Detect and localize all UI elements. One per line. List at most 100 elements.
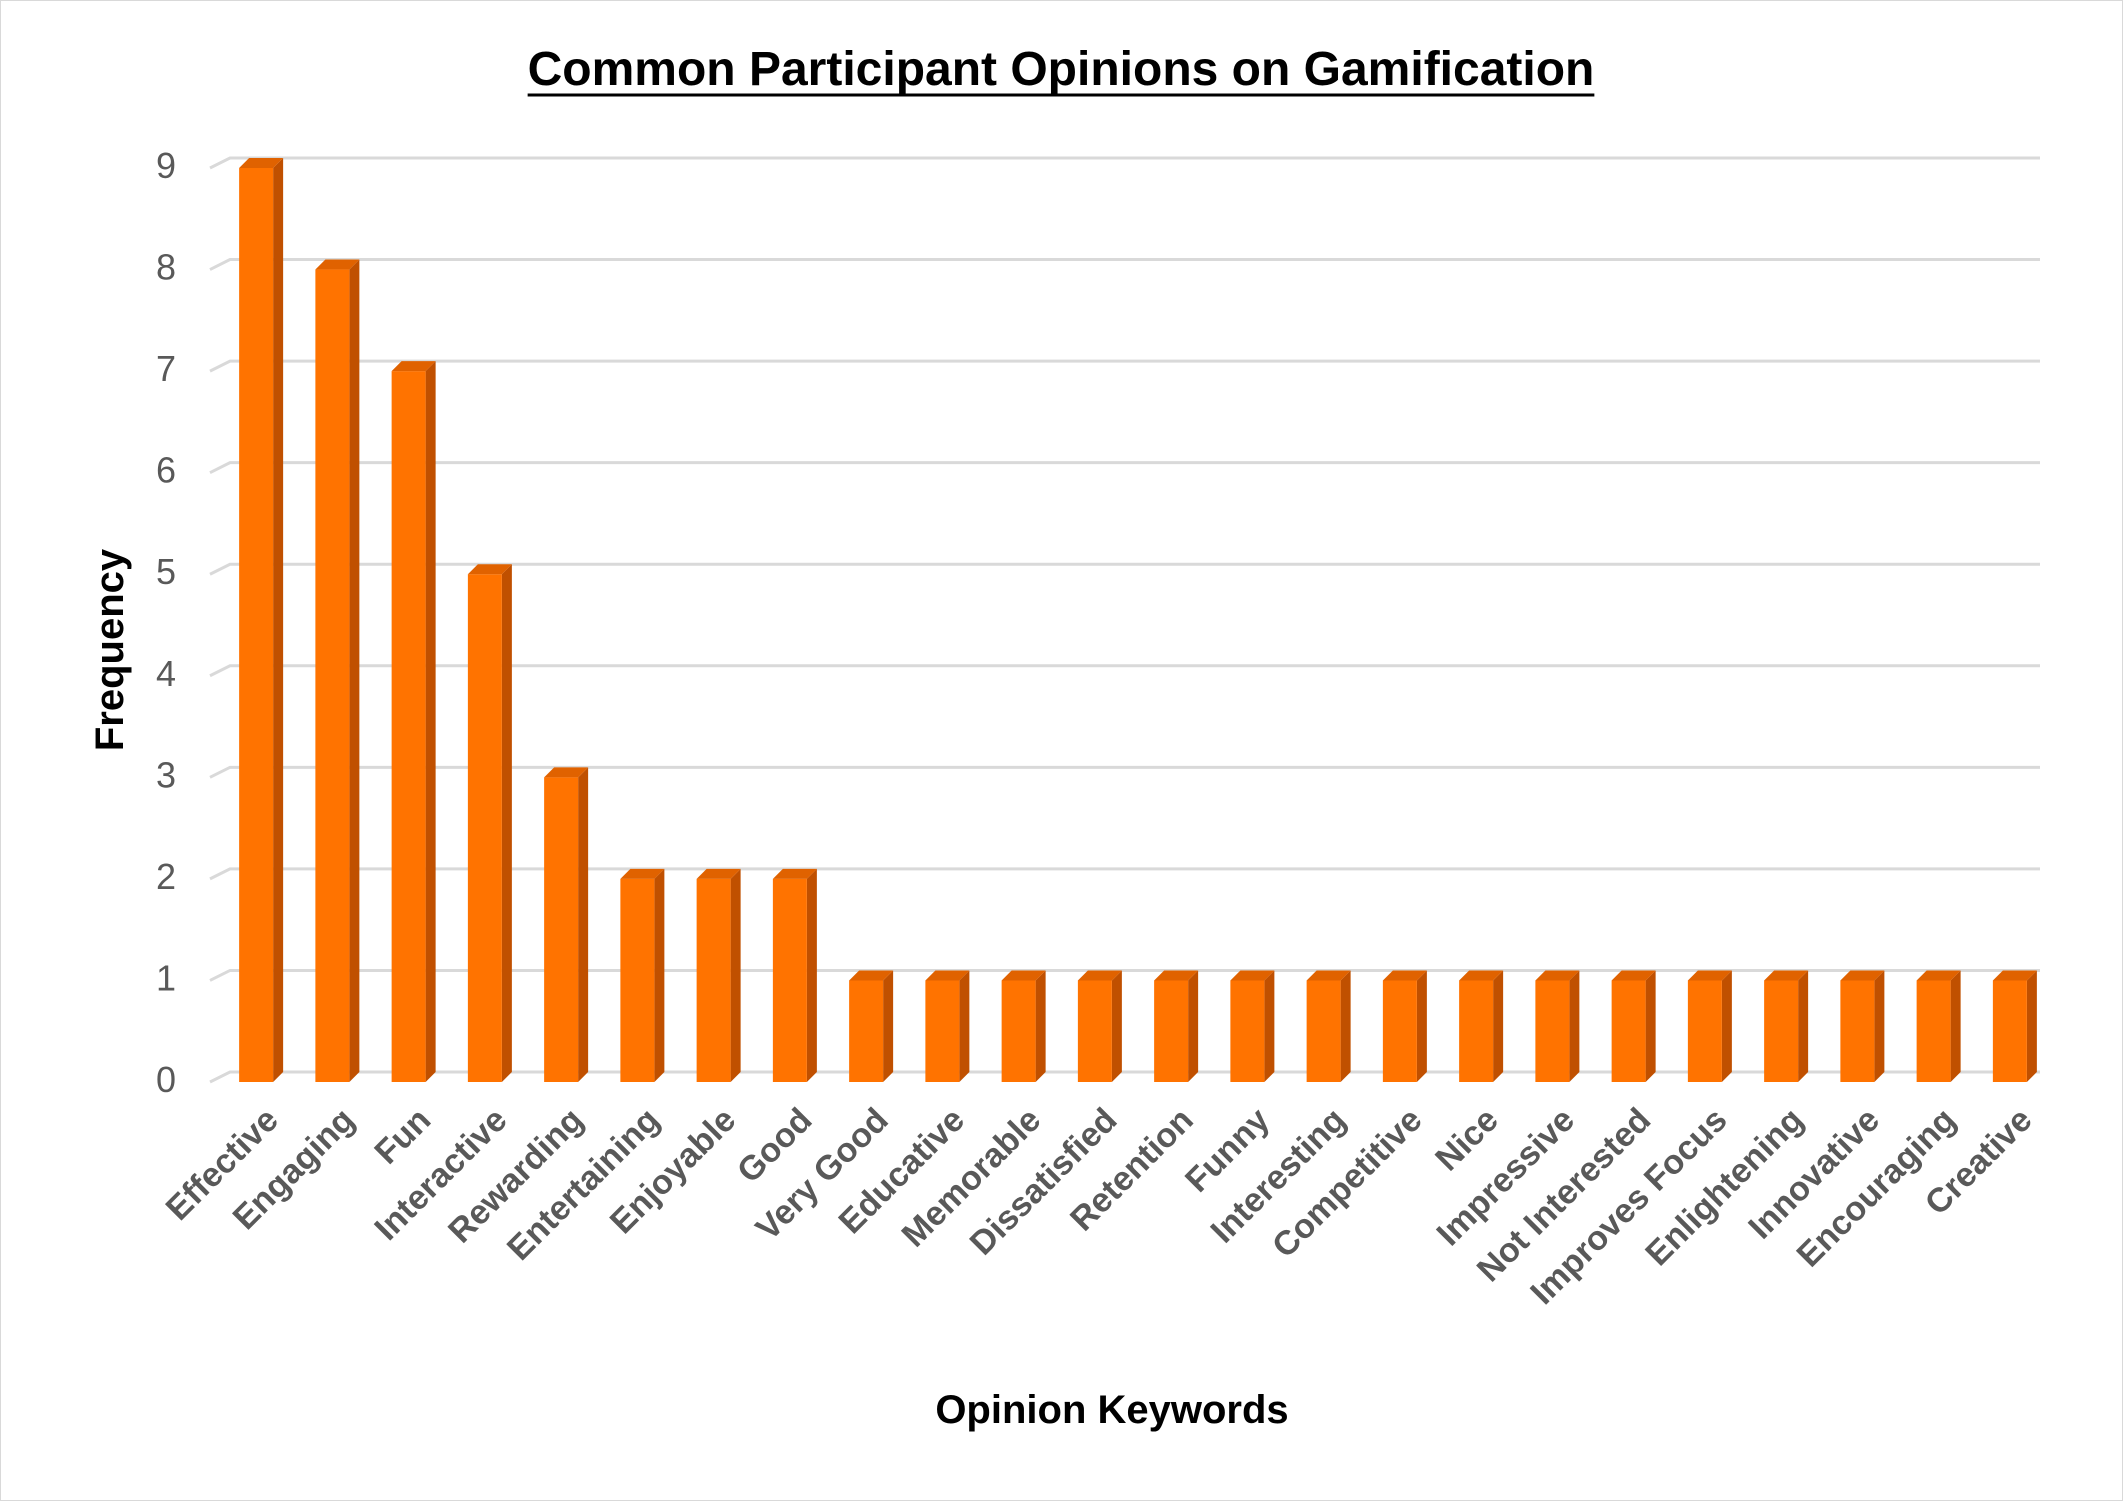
bar-top: [1687, 970, 1732, 981]
bar-front: [1840, 980, 1875, 1082]
bar: [1077, 970, 1122, 1082]
gridline: [209, 765, 2040, 779]
gridline: [209, 461, 2040, 475]
bar-side: [1035, 970, 1046, 1082]
bar-top: [1154, 970, 1199, 981]
bar-front: [1764, 980, 1799, 1082]
bar-top: [1001, 970, 1046, 981]
bar-front: [1230, 980, 1265, 1082]
bar: [391, 361, 436, 1083]
bar-side: [654, 868, 665, 1082]
y-tick-label: 8: [156, 247, 176, 288]
y-tick-label: 5: [156, 551, 176, 592]
y-tick-label: 4: [156, 653, 176, 694]
y-tick-label: 7: [156, 348, 176, 389]
bar-side: [1264, 970, 1275, 1082]
bar-top: [1459, 970, 1504, 981]
bar-side: [1111, 970, 1122, 1082]
bar-front: [544, 777, 579, 1082]
bar: [1916, 970, 1961, 1082]
y-axis-ticks: 0 1 2 3 4 5 6 7 8 9: [156, 145, 176, 1100]
bar-front: [1611, 980, 1646, 1082]
bar-top: [1077, 970, 1122, 981]
bar-side: [349, 259, 360, 1082]
bar-top: [1306, 970, 1351, 981]
bar-front: [1916, 980, 1951, 1082]
bar: [1306, 970, 1351, 1082]
bar-front: [772, 878, 807, 1082]
bar: [620, 868, 665, 1082]
bar-side: [273, 158, 284, 1082]
bar-side: [1721, 970, 1732, 1082]
gridline: [209, 156, 2040, 170]
bar-front: [620, 878, 655, 1082]
bar-top: [1840, 970, 1885, 981]
bar-front: [391, 371, 426, 1083]
gridline: [209, 867, 2040, 881]
bar-top: [1916, 970, 1961, 981]
bar: [1154, 970, 1199, 1082]
bar: [1001, 970, 1046, 1082]
bar-front: [1459, 980, 1494, 1082]
y-tick-label: 0: [156, 1059, 176, 1100]
gridline: [209, 968, 2040, 982]
bar: [1535, 970, 1580, 1082]
bar-top: [467, 564, 512, 575]
gridlines: [209, 156, 2040, 1084]
bar: [1230, 970, 1275, 1082]
bar-side: [578, 767, 589, 1082]
bar-top: [1611, 970, 1656, 981]
bar-side: [501, 564, 512, 1082]
bar: [696, 868, 741, 1082]
bar-front: [925, 980, 960, 1082]
bar: [1459, 970, 1504, 1082]
bar: [1611, 970, 1656, 1082]
bar-side: [959, 970, 970, 1082]
bar: [1764, 970, 1809, 1082]
bar-front: [1992, 980, 2027, 1082]
bar-front: [239, 168, 274, 1082]
bar: [239, 158, 284, 1082]
gridline: [209, 664, 2040, 678]
bar-side: [1798, 970, 1809, 1082]
bar-top: [544, 767, 589, 778]
bar: [1382, 970, 1427, 1082]
bar: [544, 767, 589, 1082]
bar-side: [2026, 970, 2037, 1082]
bar-top: [1992, 970, 2037, 981]
bar-side: [1645, 970, 1656, 1082]
bar-front: [1001, 980, 1036, 1082]
x-axis-title: Opinion Keywords: [935, 1388, 1288, 1432]
bar-side: [806, 868, 817, 1082]
y-tick-label: 3: [156, 754, 176, 795]
bar-front: [315, 269, 350, 1082]
bar-side: [1493, 970, 1504, 1082]
bar-top: [772, 868, 817, 879]
bar-front: [1154, 980, 1189, 1082]
bar-side: [883, 970, 894, 1082]
bars: [239, 158, 2037, 1083]
gridline: [209, 562, 2040, 576]
bar-top: [849, 970, 894, 981]
bar: [925, 970, 970, 1082]
bar-side: [1569, 970, 1580, 1082]
bar-top: [925, 970, 970, 981]
bar: [1840, 970, 1885, 1082]
y-tick-label: 6: [156, 450, 176, 491]
bar-top: [391, 361, 436, 372]
bar-top: [1382, 970, 1427, 981]
bar: [1992, 970, 2037, 1082]
bar-front: [696, 878, 731, 1082]
gridline: [209, 1070, 2040, 1084]
bar-top: [696, 868, 741, 879]
bar-side: [1340, 970, 1351, 1082]
bar-side: [1188, 970, 1199, 1082]
bar-top: [620, 868, 665, 879]
bar-top: [239, 158, 284, 168]
bar: [315, 259, 360, 1082]
y-tick-label: 1: [156, 957, 176, 998]
bar: [467, 564, 512, 1082]
y-tick-label: 2: [156, 856, 176, 897]
